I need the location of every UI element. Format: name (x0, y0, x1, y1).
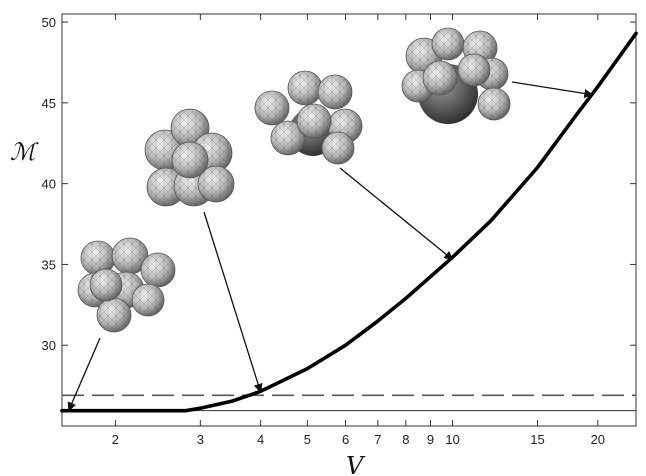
x-tick-label: 10 (445, 432, 459, 447)
x-tick-label: 2 (112, 432, 119, 447)
annotation-arrow (67, 337, 101, 412)
y-tick-label: 30 (42, 338, 56, 353)
cluster-image-2 (144, 108, 235, 207)
x-axis-ticks: 2 3 4 5 6 7 8 9 10 15 20 (112, 14, 605, 447)
y-axis-label: ℳ (10, 138, 39, 166)
x-tick-label: 6 (342, 432, 349, 447)
x-tick-label: 9 (427, 432, 434, 447)
annotation-arrows (67, 81, 594, 412)
cluster-images (77, 27, 511, 333)
annotation-arrow (511, 81, 594, 98)
y-axis-ticks: 30 35 40 45 50 (42, 15, 636, 353)
x-axis-label: V (346, 452, 366, 476)
series-line (60, 31, 638, 413)
reference-lines (62, 394, 636, 412)
x-tick-label: 3 (197, 432, 204, 447)
x-tick-label: 8 (402, 432, 409, 447)
x-tick-label: 7 (374, 432, 381, 447)
y-tick-label: 45 (42, 96, 56, 111)
x-tick-label: 20 (591, 432, 605, 447)
annotation-arrow (203, 211, 263, 393)
x-tick-label: 4 (257, 432, 264, 447)
cluster-image-1 (77, 237, 176, 333)
y-tick-label: 40 (42, 177, 56, 192)
plot-frame (61, 13, 637, 427)
series-layer (60, 31, 638, 413)
annotation-arrow (339, 167, 454, 261)
cluster-image-3 (254, 70, 363, 165)
x-tick-label: 15 (530, 432, 544, 447)
x-tick-label: 5 (304, 432, 311, 447)
y-tick-label: 35 (42, 257, 56, 272)
cluster-image-4 (401, 27, 511, 124)
y-tick-label: 50 (42, 15, 56, 30)
